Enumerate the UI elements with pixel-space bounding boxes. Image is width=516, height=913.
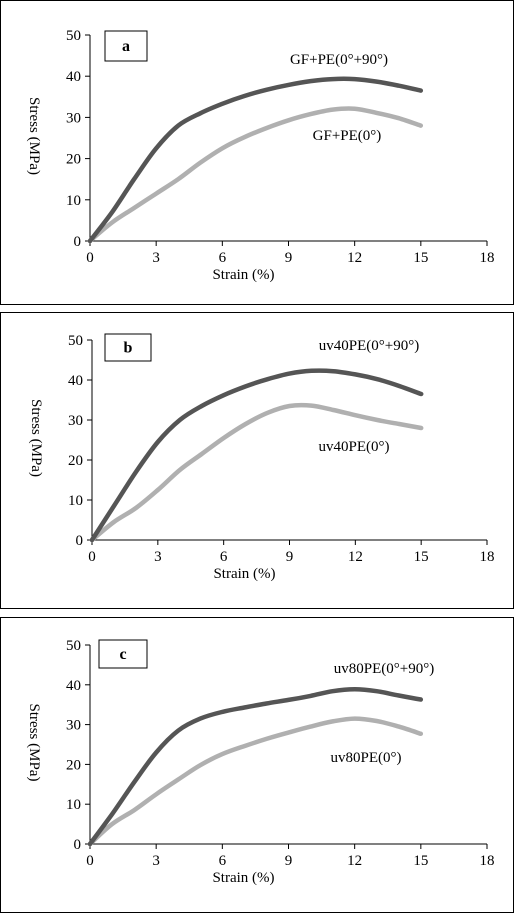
x-tick-label: 0: [88, 549, 96, 565]
x-tick-label: 15: [414, 549, 429, 565]
y-tick-label: 0: [74, 837, 82, 853]
y-tick-label: 10: [66, 797, 81, 813]
series-line-1: [90, 719, 421, 844]
series-label-0: GF+PE(0°+90°): [290, 52, 388, 68]
x-tick-label: 0: [86, 853, 94, 869]
panel-letter: b: [124, 340, 133, 357]
x-tick-label: 15: [413, 853, 428, 869]
panel-letter: a: [122, 38, 130, 55]
y-tick-label: 30: [66, 718, 81, 734]
y-tick-label: 20: [66, 757, 81, 773]
y-tick-label: 50: [68, 333, 83, 349]
chart-a-svg: 0 10 20 30 40 50 0 3 6 9 12 15 18 Strain (%) Stress (M…: [1, 1, 513, 304]
x-tick-label: 12: [348, 549, 363, 565]
x-tick-label: 9: [285, 853, 293, 869]
series-label-1: uv40PE(0°): [319, 439, 390, 455]
x-tick-label: 6: [220, 549, 228, 565]
chart-panel-a: 0 10 20 30 40 50 0 3 6 9 12 15 18 Strain (%) Stress (M…: [0, 0, 514, 305]
y-axis-label: Stress (MPa): [28, 399, 44, 477]
x-tick-label: 6: [219, 853, 227, 869]
y-tick-label: 30: [66, 110, 81, 126]
y-tick-label: 40: [66, 678, 81, 694]
x-axis-label: Strain (%): [213, 566, 275, 582]
chart-panel-c: 0 10 20 30 40 50 0 3 6 9 12 15 18 Strain (%) Stress (M…: [0, 617, 514, 913]
y-tick-label: 20: [68, 453, 83, 469]
y-axis-label: Stress (MPa): [26, 704, 42, 782]
y-tick-label: 0: [74, 234, 82, 250]
x-axis-label: Strain (%): [212, 870, 274, 886]
x-tick-label: 12: [347, 250, 362, 266]
y-tick-label: 40: [68, 373, 83, 389]
chart-b-svg: 0 10 20 30 40 50 0 3 6 9 12 15 18 Strain (%) Stress (M…: [1, 313, 513, 608]
x-tick-label: 18: [480, 250, 495, 266]
y-tick-label: 20: [66, 152, 81, 168]
x-tick-label: 3: [152, 853, 160, 869]
series-line-0: [90, 79, 421, 241]
series-label-1: GF+PE(0°): [313, 128, 382, 144]
series-line-0: [90, 689, 421, 844]
series-label-0: uv80PE(0°+90°): [334, 661, 434, 677]
x-axis-label: Strain (%): [212, 267, 274, 283]
series-label-0: uv40PE(0°+90°): [319, 338, 419, 354]
y-tick-label: 50: [66, 28, 81, 44]
y-tick-label: 10: [66, 193, 81, 209]
x-tick-label: 12: [347, 853, 362, 869]
y-tick-label: 30: [68, 413, 83, 429]
x-tick-label: 6: [219, 250, 227, 266]
x-tick-label: 0: [86, 250, 94, 266]
x-tick-label: 3: [154, 549, 162, 565]
x-tick-label: 3: [152, 250, 160, 266]
x-tick-label: 18: [480, 853, 495, 869]
panel-letter: c: [119, 646, 126, 663]
series-line-0: [92, 371, 421, 540]
chart-c-svg: 0 10 20 30 40 50 0 3 6 9 12 15 18 Strain (%) Stress (M…: [1, 618, 513, 912]
y-tick-label: 40: [66, 69, 81, 85]
x-tick-label: 18: [480, 549, 495, 565]
y-tick-label: 0: [76, 533, 84, 549]
chart-panel-b: 0 10 20 30 40 50 0 3 6 9 12 15 18 Strain (%) Stress (M…: [0, 312, 514, 609]
series-line-1: [92, 405, 421, 540]
x-tick-label: 9: [285, 250, 293, 266]
y-tick-label: 50: [66, 638, 81, 654]
y-tick-label: 10: [68, 493, 83, 509]
series-label-1: uv80PE(0°): [331, 750, 402, 766]
y-axis-label: Stress (MPa): [26, 97, 42, 175]
x-tick-label: 15: [413, 250, 428, 266]
x-tick-label: 9: [286, 549, 294, 565]
